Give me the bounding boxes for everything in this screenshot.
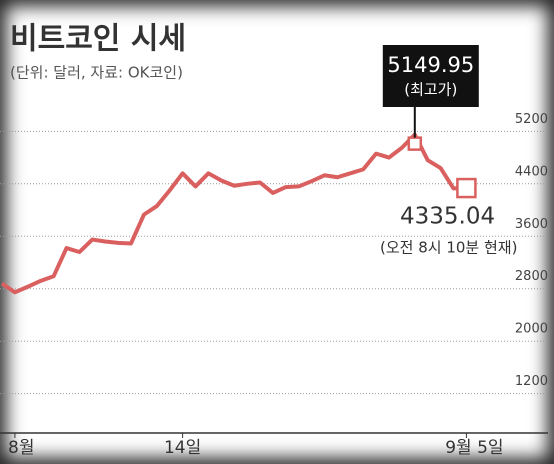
x-tick-label: 8월 (8, 438, 34, 458)
x-tick-label: 9월 5일 (445, 438, 503, 458)
highlight-marker (456, 177, 477, 199)
y-tick-label: 4400 (515, 164, 548, 179)
y-tick-label: 1200 (515, 374, 548, 389)
callout-box (382, 45, 479, 107)
y-tick-label: 2800 (515, 269, 548, 284)
chart-subtitle: (단위: 달러, 자료: OK코인) (10, 64, 183, 82)
peak-note: (최고가) (404, 81, 457, 99)
current-note: (오전 8시 10분 현재) (380, 239, 517, 257)
peak-label: 5149.95 (387, 53, 474, 77)
y-tick-label: 3600 (515, 217, 548, 232)
y-tick-label: 5200 (515, 112, 548, 127)
y-tick-label: 2000 (515, 322, 548, 337)
x-tick-label: 14일 (164, 438, 201, 458)
chart-title: 비트코인 시세 (10, 22, 186, 57)
current-label: 4335.04 (400, 204, 495, 230)
highlight-marker (407, 136, 423, 151)
price-line (0, 132, 467, 295)
